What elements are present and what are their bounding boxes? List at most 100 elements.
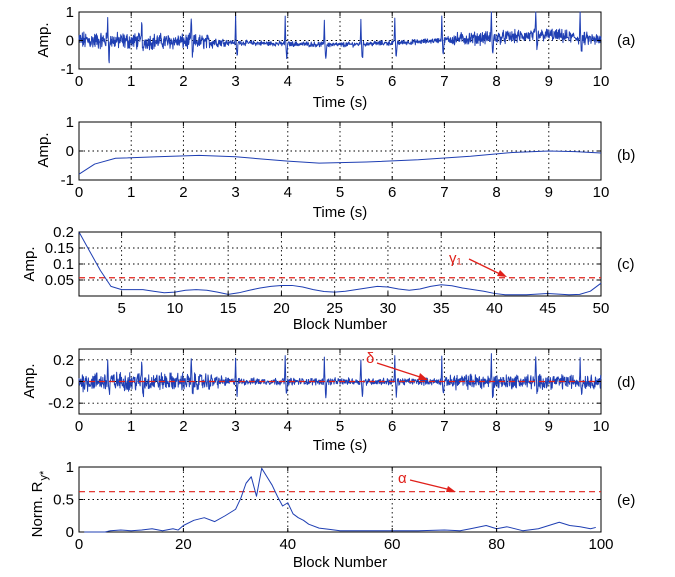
panel-c-xtick-label-7: 40 — [486, 300, 503, 317]
panel-d-xtick-label-0: 0 — [75, 418, 83, 435]
panel-d-xtick-label-10: 10 — [593, 418, 610, 435]
panel-d-threshold-label: δ — [366, 350, 374, 367]
panel-a-ytick-label-2: 1 — [66, 4, 74, 21]
panel-b-xtick-label-3: 3 — [231, 184, 239, 201]
panel-b-xtick-label-9: 9 — [545, 184, 553, 201]
panel-e-ylabel: Norm. Ry* — [29, 470, 50, 537]
panel-b-ytick-label-2: 1 — [66, 114, 74, 131]
panel-a-xtick-label-4: 4 — [284, 73, 292, 90]
panel-e-xtick-label-4: 80 — [488, 536, 505, 553]
panel-a-xtick-label-1: 1 — [127, 73, 135, 90]
panel-e: 0 20 40 60 80 100 0 0.5 1 α Block Number Norm. R… — [29, 459, 635, 571]
panel-c-xtick-label-3: 20 — [273, 300, 290, 317]
panel-a-ytick-label-1: 0 — [66, 33, 74, 50]
panel-a-xtick-label-10: 10 — [593, 73, 610, 90]
panel-a-xlabel: Time (s) — [313, 94, 367, 111]
panel-a-ylabel: Amp. — [35, 22, 52, 57]
panel-e-xtick-label-1: 20 — [175, 536, 192, 553]
panel-d-annotation-arrow-head — [418, 373, 428, 380]
panel-e-ytick-label-1: 0.5 — [53, 492, 74, 509]
panel-d: 0 1 2 3 4 5 6 7 8 9 10-0.200.2 δ Time (s) Amp. (d) — [21, 348, 635, 454]
panel-e-xlabel: Block Number — [293, 554, 387, 571]
panel-c-grid — [79, 232, 601, 296]
panel-d-xtick-label-3: 3 — [231, 418, 239, 435]
panel-e-grid — [79, 467, 601, 532]
panel-c-ylabel: Amp. — [21, 246, 38, 281]
panel-c-xtick-label-4: 25 — [326, 300, 343, 317]
panel-d-xtick-label-7: 7 — [440, 418, 448, 435]
panel-b: 0 1 2 3 4 5 6 7 8 9 10-101 Time (s) Amp. (b) — [35, 114, 635, 221]
panel-b-xtick-label-0: 0 — [75, 184, 83, 201]
panel-b-xtick-label-4: 4 — [284, 184, 292, 201]
panel-a-xtick-label-7: 7 — [440, 73, 448, 90]
panel-e-ytick-label-2: 1 — [66, 459, 74, 476]
panel-c: 5 10 15 20 25 30 35 40 45 50 0.050.10.150.2 γ₁ Blo… — [21, 224, 635, 333]
panel-c-xlabel: Block Number — [293, 316, 387, 333]
panel-b-ytick-label-1: 0 — [66, 143, 74, 160]
panel-c-xtick-label-9: 50 — [593, 300, 610, 317]
panel-d-ylabel: Amp. — [21, 363, 38, 398]
panel-e-ticks: 0 20 40 60 80 100 0 0.5 1 — [53, 459, 613, 553]
panel-e-ytick-label-0: 0 — [66, 524, 74, 541]
panel-b-tag: (b) — [617, 147, 635, 164]
panel-b-ytick-label-0: -1 — [61, 172, 74, 189]
panel-b-ylabel: Amp. — [35, 132, 52, 167]
panel-a-tag: (a) — [617, 32, 635, 49]
panel-e-xtick-label-3: 60 — [384, 536, 401, 553]
panel-b-ticks: 0 1 2 3 4 5 6 7 8 9 10-101 — [61, 114, 610, 201]
panel-a: 0 1 2 3 4 5 6 7 8 9 10-101 Time (s) Amp. (a) — [35, 4, 635, 111]
panel-d-xtick-label-2: 2 — [179, 418, 187, 435]
panel-a-xtick-label-5: 5 — [336, 73, 344, 90]
panel-c-xtick-label-2: 15 — [220, 300, 237, 317]
panel-e-xtick-label-2: 40 — [279, 536, 296, 553]
panel-a-xtick-label-6: 6 — [388, 73, 396, 90]
panel-d-xtick-label-5: 5 — [336, 418, 344, 435]
panel-d-ticks: 0 1 2 3 4 5 6 7 8 9 10-0.200.2 — [48, 349, 609, 435]
panel-d-xtick-label-1: 1 — [127, 418, 135, 435]
panel-d-tag: (d) — [617, 374, 635, 391]
panel-d-signal-line — [78, 353, 602, 399]
panel-a-grid — [79, 12, 601, 69]
panel-a-signal-line — [78, 11, 602, 64]
panel-c-ticks: 5 10 15 20 25 30 35 40 45 50 0.050.10.150.2 — [45, 224, 610, 317]
panel-b-xtick-label-10: 10 — [593, 184, 610, 201]
panel-d-ytick-label-2: 0.2 — [53, 352, 74, 369]
panel-b-xtick-label-8: 8 — [492, 184, 500, 201]
panel-e-ylabel-sub: y* — [38, 470, 50, 481]
panel-d-xtick-label-8: 8 — [492, 418, 500, 435]
panel-e-ylabel-main: Norm. R — [29, 481, 46, 537]
panel-b-xtick-label-5: 5 — [336, 184, 344, 201]
panel-c-threshold-label: γ₁ — [449, 250, 462, 267]
panel-e-xtick-label-0: 0 — [75, 536, 83, 553]
panel-c-xtick-label-5: 30 — [380, 300, 397, 317]
panel-e-tag: (e) — [617, 492, 635, 509]
panel-c-series-line — [78, 231, 602, 296]
panel-c-annotation-arrow-head — [497, 270, 507, 277]
panel-c-xtick-label-8: 45 — [539, 300, 556, 317]
panel-a-xtick-label-9: 9 — [545, 73, 553, 90]
panel-b-xtick-label-1: 1 — [127, 184, 135, 201]
panel-c-ytick-label-2: 0.15 — [45, 240, 74, 257]
panel-d-xlabel: Time (s) — [313, 437, 367, 454]
panel-a-xtick-label-2: 2 — [179, 73, 187, 90]
panel-e-annotation-arrow-line — [409, 479, 452, 491]
panel-a-ytick-label-0: -1 — [61, 61, 74, 78]
panel-c-ytick-label-1: 0.1 — [53, 256, 74, 273]
panel-b-xtick-label-2: 2 — [179, 184, 187, 201]
panel-c-xtick-label-6: 35 — [433, 300, 450, 317]
panel-e-annotation-arrow-head — [446, 486, 456, 492]
panel-a-xtick-label-3: 3 — [231, 73, 239, 90]
panel-d-ytick-label-0: -0.2 — [48, 395, 74, 412]
panel-b-series-line — [78, 150, 602, 175]
panel-a-xtick-label-8: 8 — [492, 73, 500, 90]
panel-e-threshold-label: α — [398, 470, 407, 487]
panel-b-xlabel: Time (s) — [313, 204, 367, 221]
panel-c-ytick-label-0: 0.05 — [45, 272, 74, 289]
panel-a-xtick-label-0: 0 — [75, 73, 83, 90]
panel-b-grid — [79, 122, 601, 180]
panel-d-xtick-label-4: 4 — [284, 418, 292, 435]
panel-c-annotation-arrow-line — [468, 258, 503, 276]
panel-d-ytick-label-1: 0 — [66, 374, 74, 391]
panel-d-annotation-arrow-line — [376, 362, 424, 379]
